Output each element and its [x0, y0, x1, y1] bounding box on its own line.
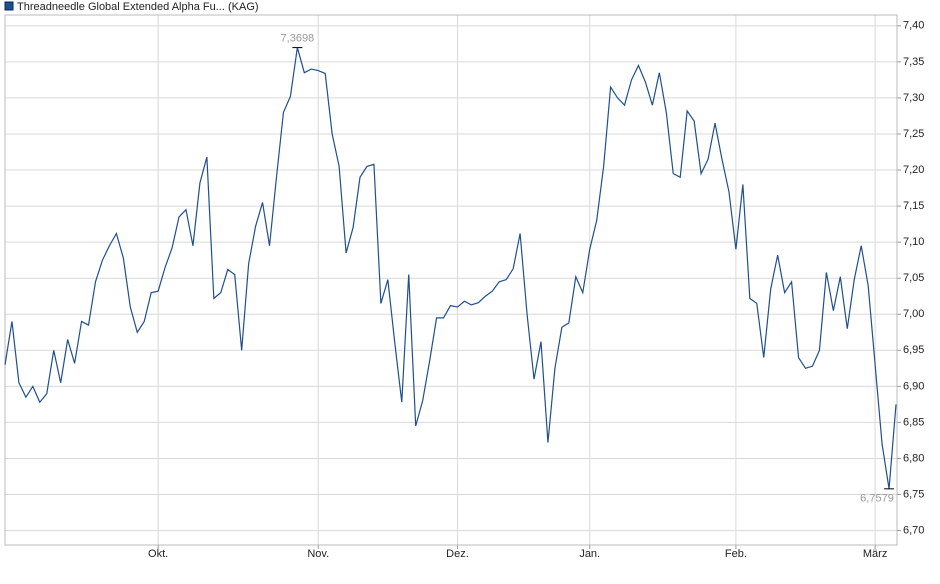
legend-swatch [4, 1, 14, 11]
x-tick-label: Dez. [446, 548, 469, 560]
y-tick-label: 6,85 [903, 416, 924, 428]
x-tick-label: März [863, 548, 887, 560]
y-tick-label: 6,75 [903, 488, 924, 500]
y-tick-label: 7,05 [903, 272, 924, 284]
price-line [4, 47, 897, 489]
plot-frame [4, 14, 898, 546]
value-label: 6,7579 [860, 493, 894, 505]
x-tick-label: Feb. [725, 548, 747, 560]
y-tick-label: 6,70 [903, 524, 924, 536]
y-tick-label: 7,25 [903, 128, 924, 140]
y-tick-label: 7,30 [903, 92, 924, 104]
y-tick-label: 7,35 [903, 56, 924, 68]
y-tick-label: 6,95 [903, 344, 924, 356]
y-tick-label: 7,15 [903, 200, 924, 212]
x-tick-label: Jan. [579, 548, 600, 560]
y-tick-label: 7,10 [903, 236, 924, 248]
x-tick-label: Nov. [307, 548, 329, 560]
y-tick-label: 7,00 [903, 308, 924, 320]
y-tick-label: 6,80 [903, 452, 924, 464]
y-tick-label: 6,90 [903, 380, 924, 392]
value-label: 7,3698 [281, 32, 315, 44]
y-tick-label: 7,40 [903, 20, 924, 32]
legend-label: Threadneedle Global Extended Alpha Fu...… [17, 1, 259, 13]
y-tick-label: 7,20 [903, 164, 924, 176]
x-tick-label: Okt. [148, 548, 168, 560]
